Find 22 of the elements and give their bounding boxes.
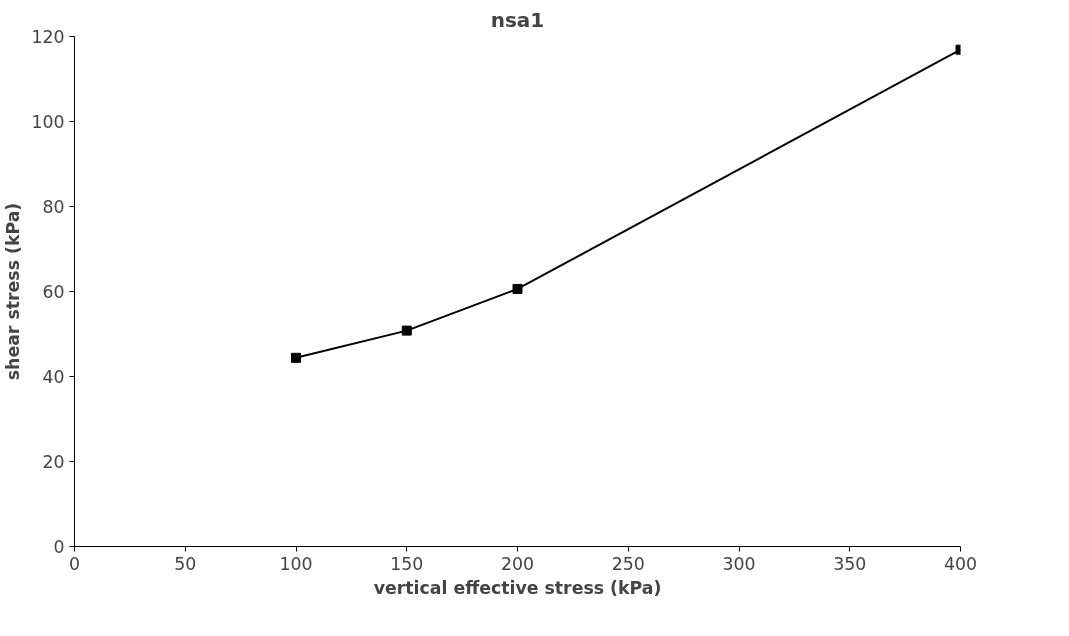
x-tick-label: 50 — [174, 553, 197, 574]
x-tick-label: 300 — [722, 553, 756, 574]
x-tick-label: 100 — [279, 553, 313, 574]
point — [512, 283, 523, 294]
point — [401, 325, 412, 336]
y-tick-label: 0 — [53, 537, 65, 557]
x-tick-label: 200 — [500, 553, 535, 574]
y-axis-title: shear stress (kPa) — [3, 202, 24, 381]
x-tick-label: 150 — [390, 553, 424, 574]
point — [291, 352, 301, 363]
x-tick-label: 350 — [833, 553, 867, 574]
y-tick-label: 120 — [31, 27, 65, 47]
y-tick-label: 80 — [42, 197, 65, 217]
x-tick-label: 0 — [68, 553, 81, 574]
chart-title: nsa1 — [490, 7, 545, 32]
y-tick-label: 40 — [42, 367, 65, 387]
y-tick-label: 100 — [31, 112, 65, 132]
x-tick-label: 400 — [943, 553, 978, 574]
x-axis-title: vertical effective stress (kPa) — [373, 577, 662, 598]
y-tick-label: 20 — [42, 452, 65, 472]
x-tick-label: 250 — [611, 553, 645, 574]
y-tick-label: 60 — [42, 282, 65, 302]
